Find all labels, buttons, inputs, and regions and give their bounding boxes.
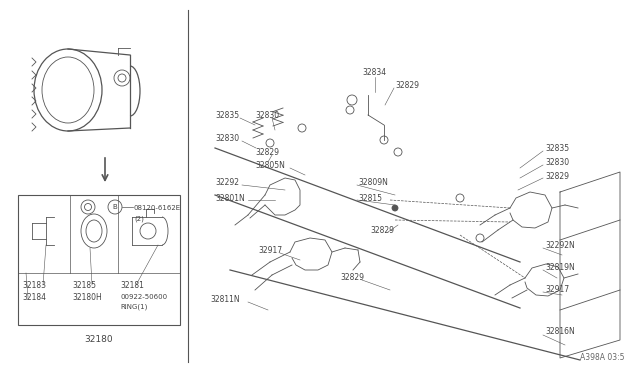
Text: 32801N: 32801N: [215, 193, 244, 202]
Text: 32181: 32181: [120, 280, 144, 289]
Bar: [18, 195, 180, 325]
Text: (2): (2): [134, 215, 144, 221]
Text: 32830: 32830: [545, 157, 569, 167]
Text: A398A 03:5: A398A 03:5: [580, 353, 625, 362]
Text: 32835: 32835: [215, 110, 239, 119]
Text: 32184: 32184: [22, 292, 46, 301]
Text: 32185: 32185: [72, 280, 96, 289]
Text: B: B: [113, 204, 117, 210]
Text: 32829: 32829: [370, 225, 394, 234]
Text: 32809N: 32809N: [358, 177, 388, 186]
Text: RING(1): RING(1): [120, 304, 147, 310]
Text: 32829: 32829: [255, 148, 279, 157]
Text: 32811N: 32811N: [210, 295, 239, 305]
Text: 32917: 32917: [258, 246, 282, 254]
Text: 32180H: 32180H: [72, 292, 102, 301]
Text: 32815: 32815: [358, 193, 382, 202]
Circle shape: [392, 205, 398, 211]
Text: 32292N: 32292N: [545, 241, 575, 250]
Text: 32917: 32917: [545, 285, 569, 295]
Text: 32805N: 32805N: [255, 160, 285, 170]
Text: 32834: 32834: [362, 67, 386, 77]
Text: 32829: 32829: [340, 273, 364, 282]
Text: 32819N: 32819N: [545, 263, 575, 273]
Text: 32292: 32292: [215, 177, 239, 186]
Text: 32835: 32835: [545, 144, 569, 153]
Text: 32830: 32830: [255, 110, 279, 119]
Text: 00922-50600: 00922-50600: [120, 294, 167, 300]
Text: 32829: 32829: [395, 80, 419, 90]
Text: 08120-6162E: 08120-6162E: [134, 205, 181, 211]
Text: 32183: 32183: [22, 280, 46, 289]
Text: 32180: 32180: [84, 334, 113, 343]
Text: 32830: 32830: [215, 134, 239, 142]
Text: 32816N: 32816N: [545, 327, 575, 337]
Text: 32829: 32829: [545, 171, 569, 180]
